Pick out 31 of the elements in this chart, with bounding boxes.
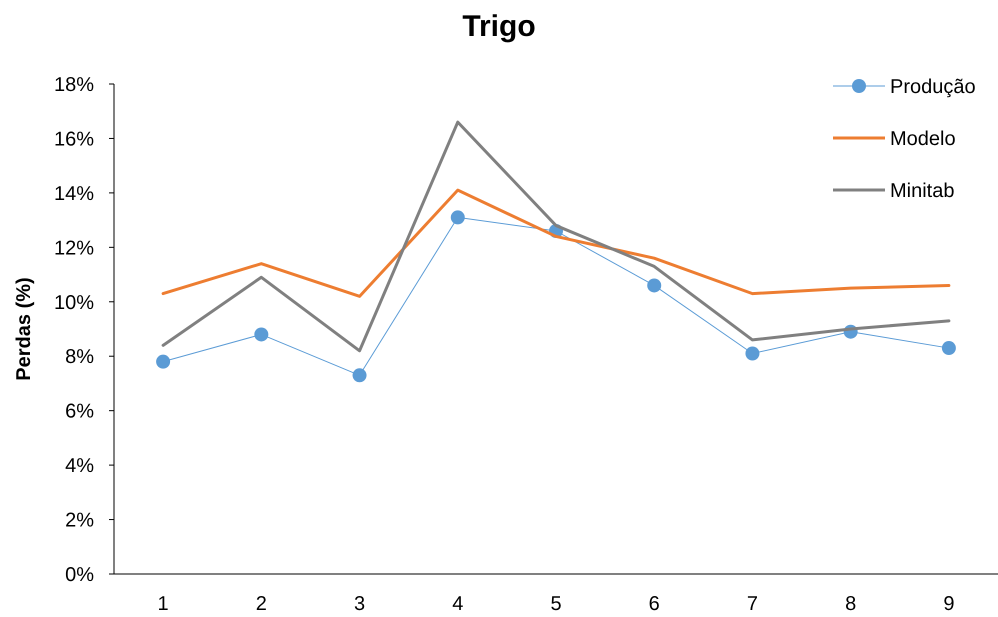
y-tick-label: 10%	[54, 292, 94, 314]
x-tick-label: 5	[550, 593, 562, 615]
y-tick-label: 14%	[54, 182, 94, 205]
y-tick-label: 2%	[65, 510, 94, 532]
legend-label: Modelo	[890, 128, 956, 150]
x-tick-label: 2	[256, 593, 267, 615]
x-tick-label: 4	[452, 593, 464, 615]
x-tick-label: 1	[158, 593, 169, 615]
point	[942, 341, 956, 356]
y-tick-label: 4%	[65, 455, 94, 478]
x-tick-label: 8	[845, 593, 856, 615]
y-tick-label: 0%	[65, 564, 94, 586]
x-tick-label: 7	[746, 593, 758, 615]
point	[254, 327, 268, 342]
x-tick-label: 3	[354, 593, 366, 615]
y-tick-label: 16%	[54, 128, 94, 150]
chart-title: Trigo	[462, 10, 536, 43]
x-tick-label: 9	[943, 593, 954, 615]
y-tick-label: 18%	[54, 74, 94, 96]
point	[647, 278, 662, 292]
point	[156, 354, 170, 369]
point	[352, 368, 367, 382]
x-tick-label: 6	[648, 593, 660, 615]
y-axis-title: Perdas (%)	[13, 277, 35, 381]
legend-label: Produção	[890, 76, 976, 98]
point	[745, 346, 760, 360]
legend-label: Minitab	[890, 180, 954, 202]
y-tick-label: 12%	[54, 237, 94, 260]
point	[450, 210, 465, 224]
y-tick-label: 8%	[65, 346, 94, 368]
y-tick-label: 6%	[65, 400, 94, 423]
